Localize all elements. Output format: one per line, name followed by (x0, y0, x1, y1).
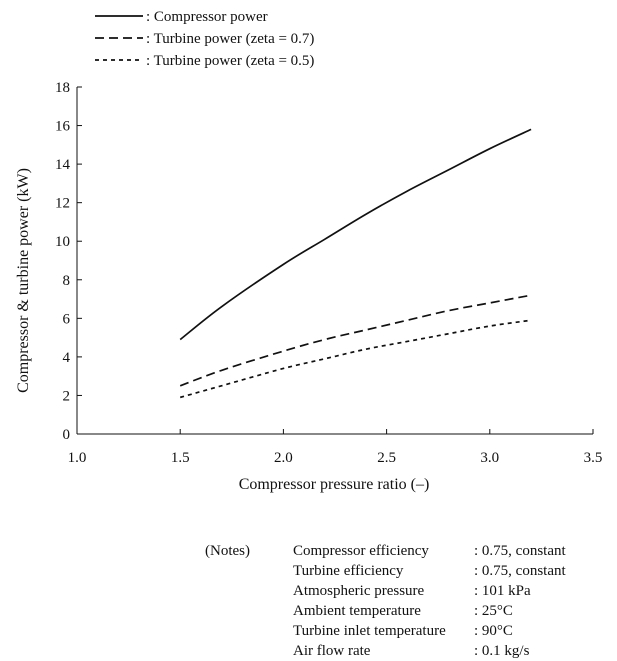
chart-axes: 0 2 4 6 8 10 12 14 16 18 1.0 1.5 2.0 2.5 3.0 3.5 Compr… (15, 80, 602, 493)
series-line-0 (179, 128, 532, 341)
note-value: : 101 kPa (474, 583, 531, 599)
note-value: : 25°C (474, 603, 513, 619)
note-label: Ambient temperature (293, 603, 421, 619)
y-tick-label: 18 (55, 80, 70, 96)
note-label: Turbine efficiency (293, 563, 404, 579)
note-value: : 0.75, constant (474, 543, 566, 559)
x-tick-label: 1.0 (68, 450, 87, 466)
y-axis-label: Compressor & turbine power (kW) (15, 168, 32, 393)
note-value: : 0.75, constant (474, 563, 566, 579)
x-ticks: 1.0 1.5 2.0 2.5 3.0 3.5 (68, 429, 603, 466)
legend-label: : Turbine power (zeta = 0.5) (146, 53, 314, 69)
x-tick-label: 2.5 (377, 450, 396, 466)
legend-label: : Compressor power (146, 9, 268, 25)
y-tick-label: 0 (63, 427, 71, 443)
notes-header: (Notes) (205, 543, 250, 559)
note-label: Turbine inlet temperature (293, 623, 446, 639)
x-axis-label: Compressor pressure ratio (–) (239, 476, 430, 493)
series-line-1 (179, 294, 532, 387)
y-tick-label: 14 (55, 157, 71, 173)
y-tick-label: 2 (63, 388, 71, 404)
chart-series (179, 128, 532, 399)
y-ticks: 0 2 4 6 8 10 12 14 16 18 (55, 80, 82, 443)
note-label: Atmospheric pressure (293, 583, 425, 599)
y-tick-label: 10 (55, 234, 70, 250)
y-tick-label: 16 (55, 119, 71, 135)
note-value: : 0.1 kg/s (474, 643, 530, 659)
y-tick-label: 6 (63, 311, 71, 327)
x-tick-label: 2.0 (274, 450, 293, 466)
y-tick-label: 12 (55, 196, 70, 212)
chart-legend: : Compressor power : Turbine power (zeta … (95, 9, 314, 69)
x-tick-label: 3.5 (584, 450, 603, 466)
x-tick-label: 1.5 (171, 450, 190, 466)
x-tick-label: 3.0 (480, 450, 499, 466)
series-line-2 (179, 319, 532, 399)
note-label: Compressor efficiency (293, 543, 429, 559)
y-tick-label: 8 (63, 273, 71, 289)
legend-label: : Turbine power (zeta = 0.7) (146, 31, 314, 47)
y-tick-label: 4 (63, 350, 71, 366)
note-value: : 90°C (474, 623, 513, 639)
note-label: Air flow rate (293, 643, 371, 659)
